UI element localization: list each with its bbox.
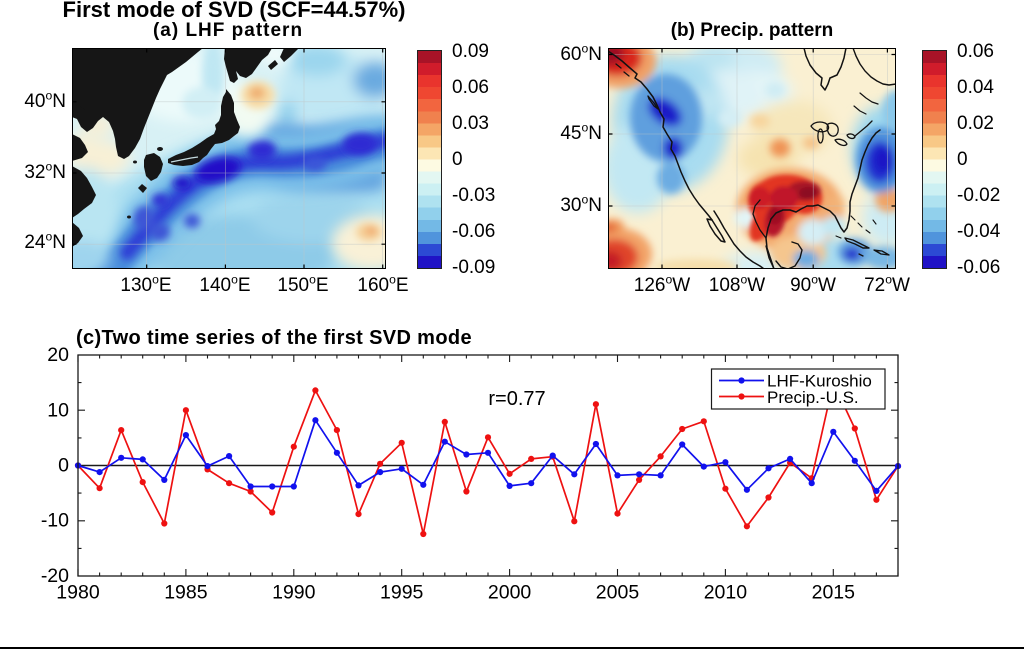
- svg-text:2015: 2015: [812, 582, 856, 604]
- svg-text:-20: -20: [41, 565, 69, 587]
- svg-text:1995: 1995: [380, 582, 424, 604]
- svg-text:LHF-Kuroshio: LHF-Kuroshio: [767, 372, 872, 391]
- svg-text:1990: 1990: [272, 582, 316, 604]
- svg-text:Precip.-U.S.: Precip.-U.S.: [767, 388, 859, 407]
- svg-text:-10: -10: [41, 510, 69, 532]
- svg-text:2010: 2010: [704, 582, 748, 604]
- svg-text:2005: 2005: [596, 582, 640, 604]
- svg-text:1985: 1985: [164, 582, 208, 604]
- svg-text:20: 20: [47, 344, 69, 366]
- svg-text:0: 0: [58, 455, 69, 477]
- svg-text:10: 10: [47, 399, 69, 421]
- svg-text:r=0.77: r=0.77: [488, 388, 545, 410]
- svg-text:2000: 2000: [488, 582, 532, 604]
- svg-text:1980: 1980: [56, 582, 100, 604]
